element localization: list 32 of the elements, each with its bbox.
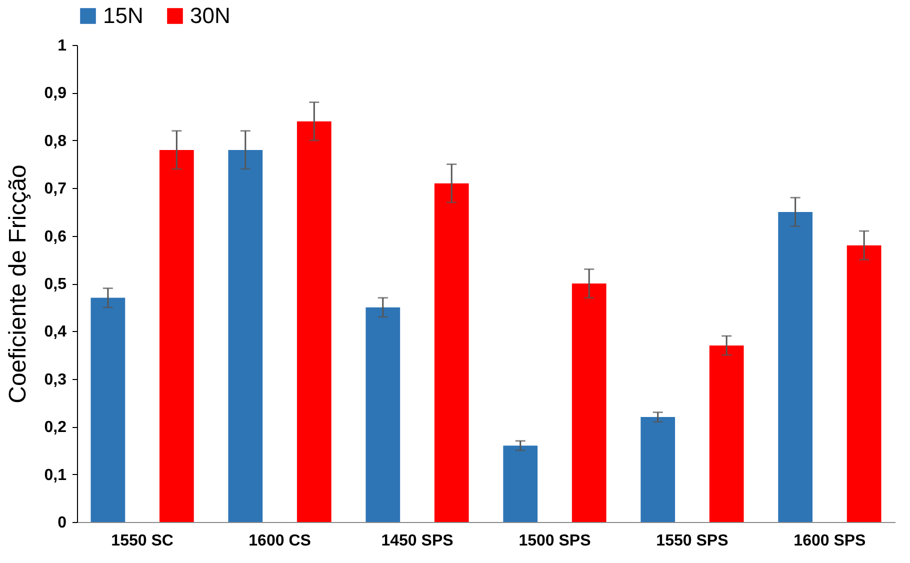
bar <box>572 284 606 522</box>
y-tick-label: 0,4 <box>44 324 67 341</box>
y-tick-label: 0,7 <box>44 180 67 198</box>
y-tick-label: 0,3 <box>44 371 67 388</box>
bar <box>846 245 882 522</box>
bar <box>503 446 538 522</box>
bar <box>366 307 400 522</box>
bar <box>709 346 744 522</box>
legend-label: 30N <box>190 3 230 28</box>
x-tick-label: 1550 SC <box>111 532 174 550</box>
bar <box>90 298 126 522</box>
y-tick-label: 0,9 <box>44 85 67 102</box>
y-tick-label: 0,2 <box>44 419 67 436</box>
bar <box>228 150 263 522</box>
y-tick-label: 0,5 <box>44 276 67 293</box>
x-tick-label: 1500 SPS <box>518 532 592 550</box>
x-tick-label: 1450 SPS <box>381 532 454 550</box>
x-tick-label: 1600 SPS <box>794 532 866 550</box>
bar <box>434 183 469 522</box>
bar <box>296 121 332 522</box>
y-tick-label: 0,6 <box>44 228 67 246</box>
y-axis-title: Coeficiente de Fricção <box>4 164 32 404</box>
legend-label: 15N <box>103 3 144 28</box>
bar <box>778 212 813 522</box>
y-tick-label: 0 <box>58 514 67 532</box>
y-tick-label: 1 <box>58 38 67 54</box>
x-tick-label: 1600 CS <box>248 532 312 550</box>
y-tick-label: 0,8 <box>44 132 67 150</box>
y-tick-label: 0,1 <box>44 466 67 484</box>
bar <box>159 150 194 522</box>
bar <box>640 417 676 522</box>
x-tick-label: 1550 SPS <box>656 532 729 550</box>
